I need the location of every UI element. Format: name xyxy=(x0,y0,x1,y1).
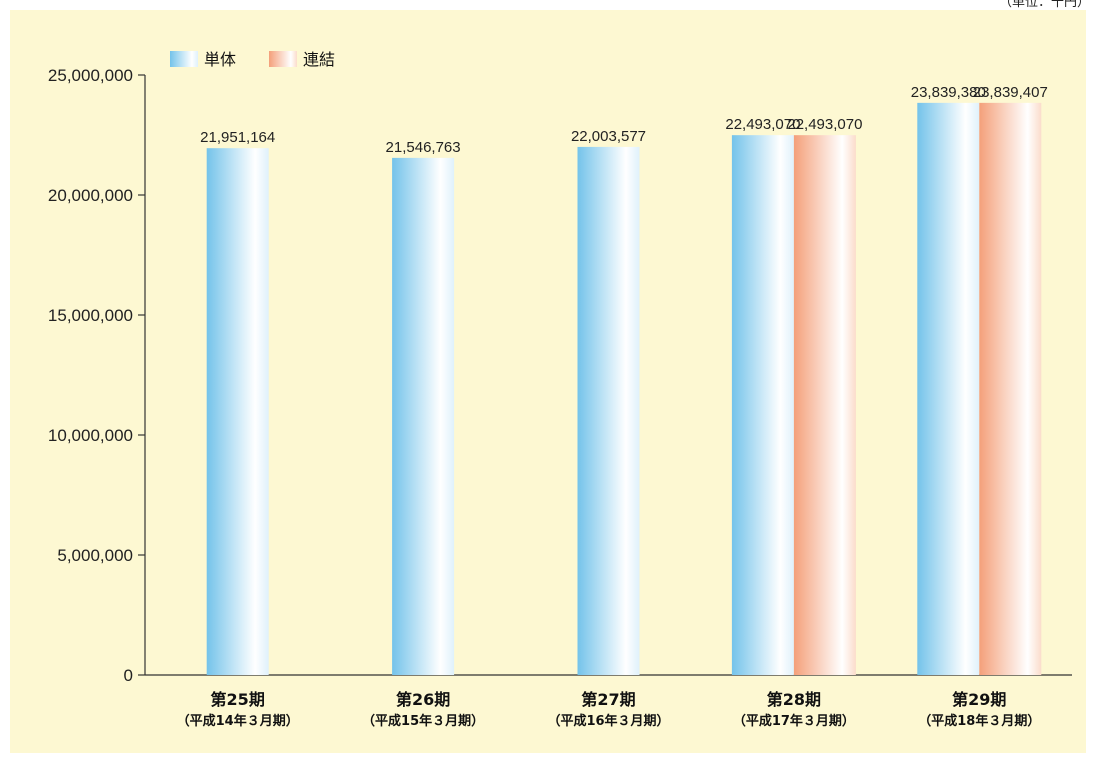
data-label: 22,003,577 xyxy=(571,128,646,145)
data-label: 22,493,070 xyxy=(725,116,800,133)
x-tick-label: 第29期 xyxy=(952,690,1006,709)
x-tick-sublabel: （平成16年３月期） xyxy=(547,713,669,729)
y-tick-label: 15,000,000 xyxy=(48,306,133,325)
bar-single xyxy=(392,157,455,675)
chart-background xyxy=(10,10,1086,753)
y-tick-label: 25,000,000 xyxy=(48,66,133,85)
bar-single xyxy=(577,146,640,675)
x-tick-label: 第28期 xyxy=(767,690,821,709)
x-tick-sublabel: （平成17年３月期） xyxy=(733,713,855,729)
legend-swatch-consolidated xyxy=(269,51,297,67)
legend-label-consolidated: 連結 xyxy=(303,50,335,69)
data-label: 22,493,070 xyxy=(787,116,862,133)
data-label: 23,839,407 xyxy=(973,84,1048,101)
legend-swatch-single xyxy=(170,51,198,67)
x-tick-label: 第25期 xyxy=(211,690,265,709)
x-tick-sublabel: （平成14年３月期） xyxy=(177,713,299,729)
data-labels: 21,951,164 21,546,763 22,003,577 22,493,070… xyxy=(200,84,1048,156)
data-label: 23,839,380 xyxy=(911,84,986,101)
category-labels: 第25期 （平成14年３月期） 第26期 （平成15年３月期） 第27期 （平成16年３月… xyxy=(177,690,1041,729)
x-tick-label: 第27期 xyxy=(581,690,635,709)
legend-label-single: 単体 xyxy=(204,50,236,69)
bar-consolidated xyxy=(793,135,856,675)
y-tick-label: 20,000,000 xyxy=(48,186,133,205)
bar-consolidated xyxy=(979,102,1042,675)
y-tick-label: 10,000,000 xyxy=(48,426,133,445)
x-tick-sublabel: （平成18年３月期） xyxy=(918,713,1040,729)
x-tick-sublabel: （平成15年３月期） xyxy=(362,713,484,729)
legend: 単体 連結 xyxy=(170,50,335,69)
data-label: 21,951,164 xyxy=(200,129,275,146)
y-tick-label: 0 xyxy=(124,666,133,685)
data-label: 21,546,763 xyxy=(386,139,461,156)
x-tick-label: 第26期 xyxy=(396,690,450,709)
y-tick-label: 5,000,000 xyxy=(57,546,133,565)
bar-single xyxy=(917,102,980,676)
bars xyxy=(206,102,1042,676)
bar-single xyxy=(206,148,269,675)
unit-label: （単位：千円） xyxy=(999,0,1090,10)
bar-single xyxy=(731,135,794,675)
